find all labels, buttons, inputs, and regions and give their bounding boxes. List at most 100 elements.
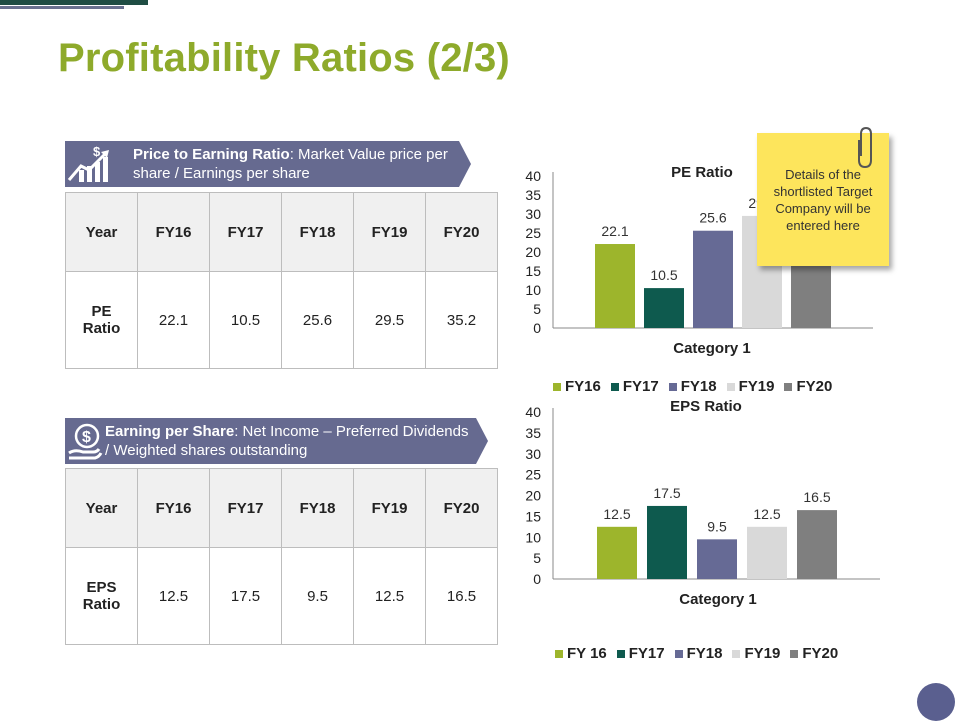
table-cell: 12.5 bbox=[137, 547, 210, 645]
table-cell: 35.2 bbox=[425, 271, 498, 369]
y-tick-label: 35 bbox=[525, 187, 541, 203]
bar-fy18 bbox=[697, 539, 737, 579]
legend-item: FY18 bbox=[674, 645, 723, 662]
legend-item: FY20 bbox=[784, 378, 832, 395]
legend-swatch bbox=[726, 382, 735, 391]
pe-ratio-table: Year FY16 FY17 FY18 FY19 FY20 PE Ratio 22… bbox=[65, 192, 498, 369]
table-header-cell: FY16 bbox=[137, 192, 210, 272]
table-cell: 16.5 bbox=[425, 547, 498, 645]
legend-label: FY16 bbox=[565, 378, 601, 395]
y-tick-label: 20 bbox=[525, 244, 541, 260]
bar-fy18 bbox=[693, 230, 733, 328]
top-accent-bar bbox=[0, 0, 148, 5]
eps-definition: Earning per Share: Net Income – Preferre… bbox=[105, 422, 488, 460]
chart-title: PE Ratio bbox=[671, 164, 733, 181]
table-header-cell: FY17 bbox=[209, 192, 282, 272]
y-tick-label: 10 bbox=[525, 282, 541, 298]
pe-chart-legend: FY16 FY17 FY18 FY19 FY20 bbox=[553, 378, 832, 395]
y-tick-label: 25 bbox=[525, 225, 541, 241]
y-tick-label: 40 bbox=[525, 404, 541, 420]
table-row: EPS Ratio 12.5 17.5 9.5 12.5 16.5 bbox=[65, 547, 498, 645]
table-cell: 22.1 bbox=[137, 271, 210, 369]
y-tick-label: 0 bbox=[533, 571, 541, 587]
bar-fy20 bbox=[797, 510, 837, 579]
legend-item: FY17 bbox=[610, 378, 659, 395]
legend-item: FY17 bbox=[616, 645, 665, 662]
table-cell: 17.5 bbox=[209, 547, 282, 645]
table-header-cell: FY16 bbox=[137, 468, 210, 548]
eps-formula: : Net Income – Preferred Dividends / Wei… bbox=[105, 423, 469, 459]
pe-ratio-term: Price to Earning Ratio bbox=[133, 146, 290, 163]
data-label: 12.5 bbox=[603, 506, 630, 522]
legend-swatch bbox=[790, 649, 799, 658]
legend-label: FY19 bbox=[744, 645, 781, 662]
table-header-cell: FY19 bbox=[353, 468, 426, 548]
y-tick-label: 20 bbox=[525, 488, 541, 504]
slide-title: Profitability Ratios (2/3) bbox=[58, 36, 510, 80]
eps-banner: $ Earning per Share: Net Income – Prefer… bbox=[65, 418, 488, 464]
table-row: PE Ratio 22.1 10.5 25.6 29.5 35.2 bbox=[65, 271, 498, 369]
bar-fy19 bbox=[747, 526, 787, 579]
y-tick-label: 5 bbox=[533, 301, 541, 317]
legend-item: FY19 bbox=[732, 645, 780, 662]
money-hand-icon: $ bbox=[65, 421, 105, 461]
top-accent-bar-secondary bbox=[0, 6, 124, 9]
table-header-cell: FY18 bbox=[281, 468, 354, 548]
table-cell: 10.5 bbox=[209, 271, 282, 369]
data-label: 9.5 bbox=[707, 518, 727, 534]
eps-ratio-chart: EPS Ratio 0 5 10 15 20 25 30 35 40 12.5 17.5 9.5 12.5… bbox=[505, 393, 880, 618]
table-header-cell: FY19 bbox=[353, 192, 426, 272]
y-tick-label: 10 bbox=[525, 529, 541, 545]
pe-ratio-formula: : Market Value price per share / Earning… bbox=[133, 146, 448, 182]
legend-item: FY19 bbox=[726, 378, 775, 395]
y-tick-label: 5 bbox=[533, 550, 541, 566]
legend-label: FY18 bbox=[680, 378, 717, 395]
legend-swatch bbox=[668, 382, 677, 391]
data-label: 25.6 bbox=[699, 210, 726, 226]
y-tick-label: 15 bbox=[525, 508, 541, 524]
chart-canvas: EPS Ratio 0 5 10 15 20 25 30 35 40 12.5 17.5 9.5 12.5… bbox=[525, 398, 880, 608]
legend-swatch bbox=[555, 649, 563, 658]
eps-term: Earning per Share bbox=[105, 423, 235, 440]
data-label: 10.5 bbox=[650, 267, 677, 283]
sticky-note-text: Details of the shortlisted Target Compan… bbox=[773, 166, 873, 233]
table-header-row: Year FY16 FY17 FY18 FY19 FY20 bbox=[65, 468, 498, 548]
legend-item: FY18 bbox=[668, 378, 717, 395]
legend-label: FY19 bbox=[738, 378, 775, 395]
data-label: 12.5 bbox=[753, 506, 780, 522]
chart-title: EPS Ratio bbox=[670, 398, 742, 415]
legend-swatch bbox=[732, 649, 741, 658]
legend-label: FY18 bbox=[686, 645, 723, 662]
sticky-note: Details of the shortlisted Target Compan… bbox=[757, 133, 889, 266]
bar-fy16 bbox=[595, 244, 635, 328]
svg-text:$: $ bbox=[82, 429, 91, 446]
growth-chart-icon: $ bbox=[65, 144, 113, 184]
x-category-label: Category 1 bbox=[679, 591, 757, 608]
legend-label: FY20 bbox=[796, 378, 833, 395]
y-tick-label: 30 bbox=[525, 206, 541, 222]
row-label: EPS Ratio bbox=[65, 547, 138, 645]
legend-label: FY17 bbox=[628, 645, 665, 662]
eps-chart-legend: FY 16 FY17 FY18 FY19 FY20 bbox=[555, 645, 838, 662]
table-cell: 25.6 bbox=[281, 271, 354, 369]
navigation-dot[interactable] bbox=[917, 683, 955, 721]
legend-swatch bbox=[674, 649, 683, 658]
data-label: 17.5 bbox=[653, 485, 680, 501]
table-header-row: Year FY16 FY17 FY18 FY19 FY20 bbox=[65, 192, 498, 272]
legend-swatch bbox=[784, 382, 793, 391]
legend-label: FY 16 bbox=[567, 645, 607, 662]
pe-ratio-definition: Price to Earning Ratio: Market Value pri… bbox=[113, 145, 471, 183]
table-cell: 9.5 bbox=[281, 547, 354, 645]
y-tick-label: 25 bbox=[525, 467, 541, 483]
row-label: PE Ratio bbox=[65, 271, 138, 369]
pe-ratio-banner: $ Price to Earning Ratio: Market Value p… bbox=[65, 141, 471, 187]
eps-ratio-table: Year FY16 FY17 FY18 FY19 FY20 EPS Ratio 1… bbox=[65, 468, 498, 645]
svg-text:$: $ bbox=[93, 144, 101, 159]
bar-fy16 bbox=[597, 526, 637, 579]
legend-swatch bbox=[610, 382, 619, 391]
y-tick-label: 15 bbox=[525, 263, 541, 279]
table-header-cell: Year bbox=[65, 468, 138, 548]
table-header-cell: FY18 bbox=[281, 192, 354, 272]
data-label: 16.5 bbox=[803, 489, 830, 505]
legend-swatch bbox=[553, 382, 561, 391]
